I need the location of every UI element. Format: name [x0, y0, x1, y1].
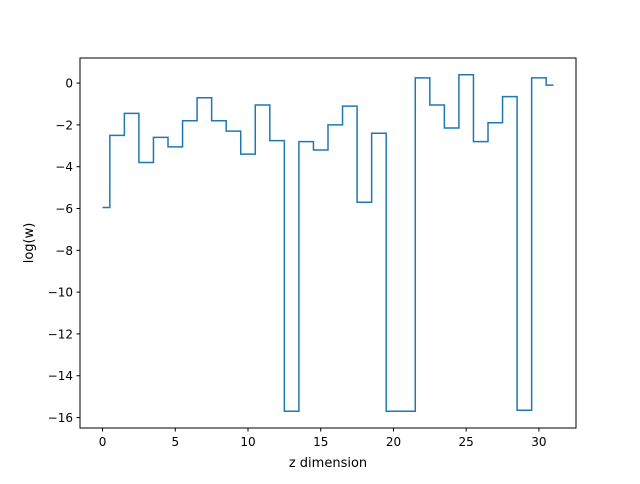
series-layer [102, 73, 554, 413]
y-tick-label: −8 [55, 244, 73, 258]
x-tick-label: 0 [99, 435, 107, 449]
y-tick-label: −14 [48, 369, 73, 383]
y-tick-label: −16 [48, 411, 73, 425]
series-line-0 [102, 73, 554, 413]
ticks-layer: 0 5 10 15 20 25 30 0 −2 −4 −6 −8 −10 −12 −14 −16 [48, 77, 547, 449]
y-tick-label: −6 [55, 202, 73, 216]
x-tick-label: 30 [531, 435, 546, 449]
x-tick-label: 15 [313, 435, 328, 449]
y-tick-label: −12 [48, 327, 73, 341]
x-axis-label: z dimension [289, 456, 367, 471]
y-tick-label: 0 [65, 77, 73, 91]
y-tick-label: −4 [55, 160, 73, 174]
axes-frame [79, 57, 577, 429]
y-tick-label: −10 [48, 286, 73, 300]
y-tick-label: −2 [55, 118, 73, 132]
x-tick-label: 5 [171, 435, 179, 449]
y-axis-label: log(w) [22, 223, 37, 264]
x-tick-label: 10 [240, 435, 255, 449]
x-tick-label: 20 [386, 435, 401, 449]
x-tick-label: 25 [459, 435, 474, 449]
